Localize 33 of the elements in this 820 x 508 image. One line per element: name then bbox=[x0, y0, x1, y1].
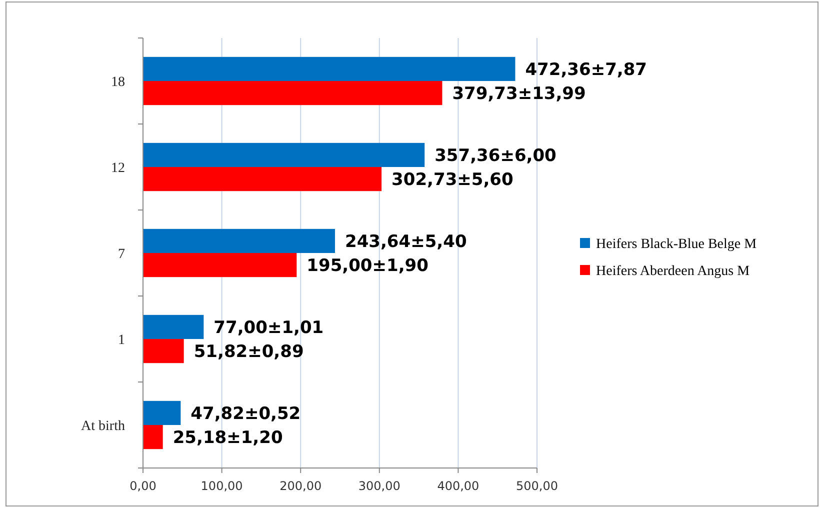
y-tick-label: 7 bbox=[118, 246, 125, 262]
bar bbox=[143, 400, 181, 425]
data-label: 77,00±1,01 bbox=[214, 318, 324, 338]
bar bbox=[143, 167, 382, 192]
y-tick-label: 18 bbox=[111, 74, 125, 90]
bar bbox=[143, 253, 297, 278]
bar bbox=[143, 425, 163, 450]
x-tick-label: 200,00 bbox=[280, 479, 322, 493]
data-label: 379,73±13,99 bbox=[452, 84, 586, 104]
data-label: 357,36±6,00 bbox=[434, 146, 557, 166]
y-tick-label: At birth bbox=[81, 418, 125, 434]
data-label: 195,00±1,90 bbox=[306, 256, 429, 276]
data-label: 302,73±5,60 bbox=[392, 170, 514, 190]
y-tick-label: 12 bbox=[111, 160, 125, 176]
bar bbox=[143, 339, 184, 364]
legend-label: Heifers Aberdeen Angus M bbox=[596, 264, 750, 279]
bar bbox=[143, 142, 425, 167]
bar bbox=[143, 314, 204, 339]
y-tick-label: 1 bbox=[118, 332, 125, 348]
data-label: 472,36±7,87 bbox=[525, 60, 648, 80]
x-tick-label: 500,00 bbox=[516, 479, 558, 493]
legend-label: Heifers Black-Blue Belge M bbox=[596, 236, 758, 252]
data-label: 47,82±0,52 bbox=[190, 404, 301, 424]
data-label: 25,18±1,20 bbox=[172, 428, 283, 448]
data-label: 243,64±5,40 bbox=[344, 232, 467, 252]
x-tick-label: 0,00 bbox=[130, 479, 156, 493]
bar bbox=[143, 81, 442, 106]
bar bbox=[143, 228, 335, 253]
x-tick-label: 400,00 bbox=[437, 479, 480, 493]
bar bbox=[143, 56, 516, 81]
data-label: 51,82±0,89 bbox=[194, 342, 304, 362]
x-tick-label: 300,00 bbox=[358, 479, 400, 493]
x-tick-label: 100,00 bbox=[200, 479, 243, 493]
